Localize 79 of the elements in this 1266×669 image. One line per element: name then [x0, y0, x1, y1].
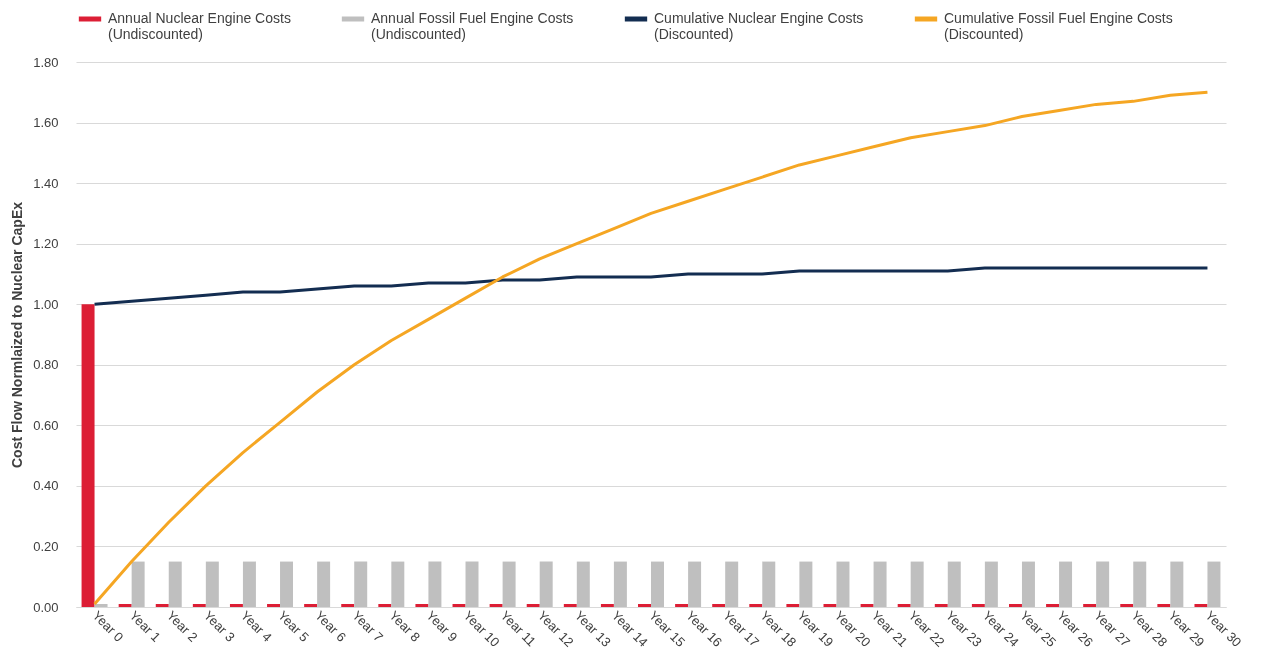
y-tick-label: 1.20	[33, 236, 59, 252]
bar	[749, 603, 763, 607]
bar	[860, 603, 874, 607]
y-tick-label: 1.60	[33, 115, 59, 131]
bar	[229, 603, 243, 607]
bar	[651, 561, 664, 607]
bar	[1096, 561, 1110, 607]
bar	[205, 561, 219, 607]
bar	[131, 561, 145, 607]
y-tick-label: 0.60	[33, 417, 59, 433]
bar	[304, 603, 318, 607]
bar	[317, 561, 331, 607]
bar	[155, 603, 169, 607]
bar	[415, 603, 429, 607]
bar	[799, 561, 813, 607]
line-series	[93, 90, 1209, 606]
bar	[539, 561, 553, 607]
bar	[118, 603, 132, 607]
bar	[971, 603, 985, 607]
bar	[280, 561, 294, 607]
bar	[600, 603, 614, 607]
legend-label: Cumulative Nuclear Engine Costs (Discounted)	[654, 10, 864, 42]
bar	[502, 561, 516, 607]
y-tick-label: 0.40	[33, 478, 59, 494]
y-tick-label: 0.20	[33, 538, 59, 554]
bar	[1170, 561, 1184, 607]
y-tick-label: 1.80	[33, 54, 59, 70]
y-tick-label: 1.40	[33, 175, 59, 191]
bar	[984, 561, 998, 607]
bar	[675, 603, 689, 607]
bar	[1083, 603, 1097, 607]
bar	[1133, 561, 1147, 607]
bar	[1194, 603, 1208, 607]
bar	[1207, 561, 1221, 607]
y-tick-label: 0.80	[33, 357, 59, 373]
bar	[465, 561, 479, 607]
bar	[391, 561, 405, 607]
bar	[242, 561, 256, 607]
y-axis-title: Cost Flow Normlaized to Nuclear CapEx	[9, 201, 26, 469]
bar	[947, 561, 961, 607]
bar	[934, 603, 948, 607]
legend-label: Annual Nuclear Engine Costs (Undiscounted)	[108, 10, 291, 42]
bar	[762, 561, 776, 607]
bar	[81, 304, 95, 607]
y-tick-label: 0.00	[33, 599, 59, 615]
bar	[910, 561, 924, 607]
bar	[1157, 603, 1171, 607]
bar	[638, 603, 651, 607]
bar	[341, 603, 355, 607]
bar	[1120, 603, 1134, 607]
bar	[873, 561, 887, 607]
bar	[489, 603, 503, 607]
bar	[1008, 603, 1022, 607]
bar	[613, 561, 627, 607]
bar	[452, 603, 466, 607]
bar	[688, 561, 702, 607]
bar	[823, 603, 837, 607]
bar	[192, 603, 206, 607]
bar	[378, 603, 392, 607]
bar	[267, 603, 281, 607]
bar	[563, 603, 577, 607]
legend-label: Annual Fossil Fuel Engine Costs (Undiscounted)	[371, 10, 574, 42]
bar	[576, 561, 590, 607]
bar	[836, 561, 850, 607]
bar	[786, 603, 800, 607]
bar	[94, 603, 108, 607]
bar	[725, 561, 739, 607]
legend-label: Cumulative Fossil Fuel Engine Costs (Discounted)	[944, 10, 1173, 42]
bar	[712, 603, 726, 607]
bar	[354, 561, 368, 607]
bar	[428, 561, 442, 607]
bar	[1046, 603, 1060, 607]
bar	[1021, 561, 1035, 607]
y-tick-label: 1.00	[33, 296, 59, 312]
bar	[1059, 561, 1073, 607]
bar	[897, 603, 911, 607]
bar	[168, 561, 182, 607]
bar	[526, 603, 540, 607]
line-series	[93, 266, 1209, 306]
